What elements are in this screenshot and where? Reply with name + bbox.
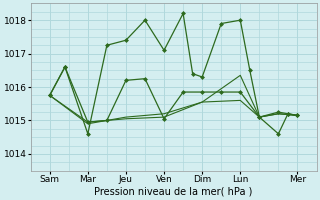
X-axis label: Pression niveau de la mer( hPa ): Pression niveau de la mer( hPa ) [94, 187, 253, 197]
